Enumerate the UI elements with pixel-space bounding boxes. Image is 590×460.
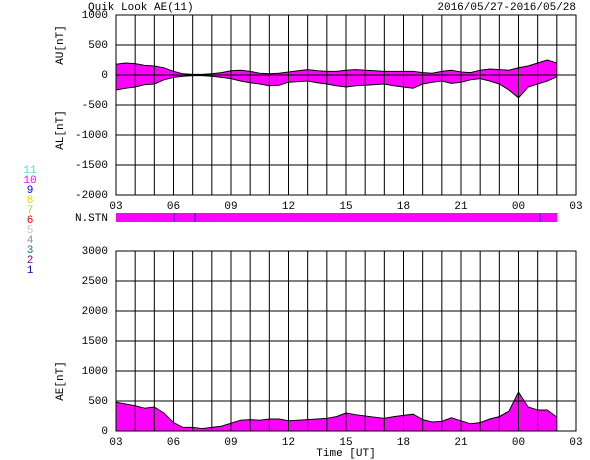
area-fill: [116, 392, 557, 431]
station-bar: [116, 213, 557, 222]
x-tick-label: 06: [167, 201, 180, 213]
y-tick-label: 3000: [82, 246, 108, 258]
area-outline: [115, 59, 557, 75]
x-tick-label: 09: [224, 201, 237, 213]
x-tick-label: 00: [512, 437, 525, 449]
y-tick-label: -1000: [75, 130, 108, 142]
plot-frame: [115, 14, 577, 196]
station-legend-label: 2: [27, 255, 34, 267]
y-tick-label: 2500: [82, 276, 108, 288]
date-range: 2016/05/27-2016/05/28: [437, 2, 576, 14]
x-tick-label: 15: [339, 201, 352, 213]
area-fill: [116, 75, 557, 98]
station-legend-label: 9: [27, 185, 34, 197]
x-tick-label: 21: [454, 201, 468, 213]
plot-frame: [115, 250, 577, 432]
station-legend-label: 6: [27, 215, 34, 227]
station-legend-label: 1: [27, 265, 34, 277]
area-outline: [115, 390, 558, 430]
y-tick-label: 500: [88, 396, 108, 408]
x-tick-label: 18: [397, 437, 410, 449]
y-tick-label: 1000: [82, 10, 108, 22]
station-label: N.STN: [75, 213, 108, 225]
y-tick-label: 0: [101, 426, 108, 438]
x-tick-label: 06: [167, 437, 180, 449]
station-legend-label: 4: [27, 235, 34, 247]
x-tick-label: 21: [454, 437, 468, 449]
x-tick-label: 03: [569, 437, 582, 449]
y-axis-label: AU[nT]: [55, 25, 67, 65]
y-axis-label: AE[nT]: [55, 361, 67, 401]
x-tick-label: 12: [282, 437, 295, 449]
title: Quik Look AE(11): [88, 2, 194, 14]
station-legend-label: 7: [27, 205, 34, 217]
station-legend-label: 3: [27, 245, 34, 257]
x-axis-label: Time [UT]: [316, 448, 375, 460]
y-tick-label: -2000: [75, 190, 108, 202]
station-legend-label: 11: [23, 165, 37, 177]
x-tick-label: 15: [339, 437, 352, 449]
y-tick-label: 1000: [82, 366, 108, 378]
x-tick-label: 18: [397, 201, 410, 213]
x-tick-label: 12: [282, 201, 295, 213]
y-tick-label: 2000: [82, 306, 108, 318]
y-tick-label: 1500: [82, 336, 108, 348]
station-legend-label: 5: [27, 225, 34, 237]
station-legend-label: 10: [23, 175, 36, 187]
y-axis-label: AL[nT]: [55, 110, 67, 150]
y-tick-label: 0: [101, 70, 108, 82]
x-tick-label: 03: [569, 201, 582, 213]
station-legend-label: 8: [27, 195, 34, 207]
x-tick-label: 09: [224, 437, 237, 449]
x-tick-label: 00: [512, 201, 525, 213]
y-tick-label: 500: [88, 40, 108, 52]
y-tick-label: -500: [82, 100, 108, 112]
x-tick-label: 03: [109, 201, 122, 213]
area-outline: [115, 75, 558, 99]
x-tick-label: 03: [109, 437, 122, 449]
y-tick-label: -1500: [75, 160, 108, 172]
